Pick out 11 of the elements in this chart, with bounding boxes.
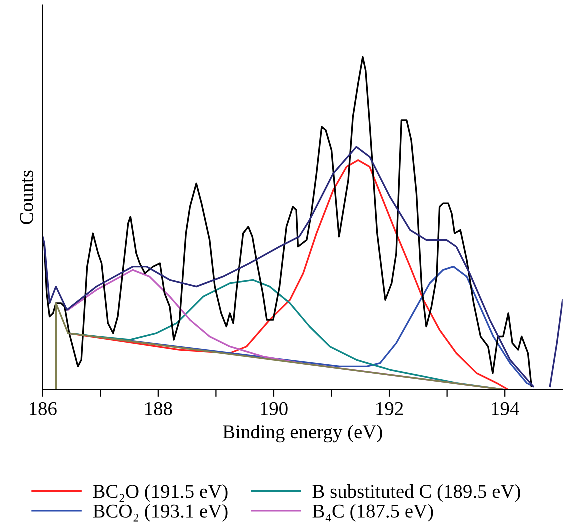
x-tick-label: 194 bbox=[492, 402, 520, 416]
x-tick-label: 188 bbox=[146, 402, 172, 416]
x-axis-title: Binding energy (eV) bbox=[223, 424, 382, 443]
y-axis-title: Counts bbox=[20, 170, 34, 224]
x-tick-label: 190 bbox=[261, 402, 288, 416]
x-tick-label: 192 bbox=[376, 402, 404, 416]
legend-label: B substituted C (189.5 eV) bbox=[312, 484, 520, 502]
legend-label: B₄C (187.5 eV) bbox=[312, 504, 434, 522]
x-tick-label: 186 bbox=[30, 402, 57, 416]
legend-label: BCO₂ (193.1 eV) bbox=[93, 504, 228, 522]
legend-label: BC₂O (191.5 eV) bbox=[93, 484, 228, 502]
